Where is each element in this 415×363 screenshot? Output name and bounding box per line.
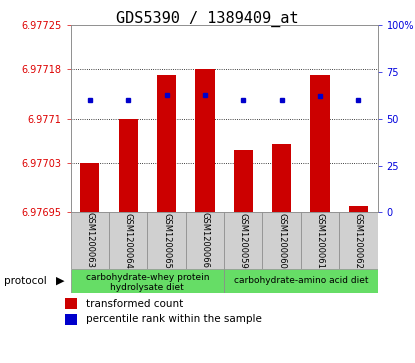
Text: GSM1200060: GSM1200060 bbox=[277, 213, 286, 268]
Bar bbox=[157, 75, 176, 212]
Bar bbox=[80, 163, 99, 212]
Bar bbox=[109, 212, 147, 269]
Bar bbox=[234, 150, 253, 212]
Bar bbox=[224, 269, 378, 293]
Text: GDS5390 / 1389409_at: GDS5390 / 1389409_at bbox=[116, 11, 299, 27]
Bar bbox=[301, 212, 339, 269]
Text: GSM1200063: GSM1200063 bbox=[85, 212, 94, 269]
Bar bbox=[147, 212, 186, 269]
Text: GSM1200066: GSM1200066 bbox=[200, 212, 210, 269]
Text: hydrolysate diet: hydrolysate diet bbox=[110, 283, 184, 291]
Bar bbox=[71, 269, 224, 293]
Bar bbox=[339, 212, 378, 269]
Text: ▶: ▶ bbox=[56, 276, 64, 286]
Text: transformed count: transformed count bbox=[86, 299, 183, 309]
Text: GSM1200065: GSM1200065 bbox=[162, 213, 171, 268]
Bar bbox=[71, 212, 109, 269]
Bar bbox=[119, 119, 138, 212]
Text: GSM1200061: GSM1200061 bbox=[315, 213, 325, 268]
Text: carbohydrate-amino acid diet: carbohydrate-amino acid diet bbox=[234, 277, 368, 285]
Text: GSM1200064: GSM1200064 bbox=[124, 213, 133, 268]
Bar bbox=[66, 298, 77, 309]
Text: carbohydrate-whey protein: carbohydrate-whey protein bbox=[85, 273, 209, 282]
Bar bbox=[272, 144, 291, 212]
Text: GSM1200059: GSM1200059 bbox=[239, 213, 248, 268]
Bar bbox=[349, 206, 368, 212]
Bar bbox=[186, 212, 224, 269]
Text: GSM1200062: GSM1200062 bbox=[354, 213, 363, 268]
Bar bbox=[195, 69, 215, 212]
Bar bbox=[263, 212, 301, 269]
Bar bbox=[224, 212, 263, 269]
Text: protocol: protocol bbox=[4, 276, 47, 286]
Bar bbox=[66, 314, 77, 325]
Text: percentile rank within the sample: percentile rank within the sample bbox=[86, 314, 262, 324]
Bar bbox=[310, 75, 330, 212]
